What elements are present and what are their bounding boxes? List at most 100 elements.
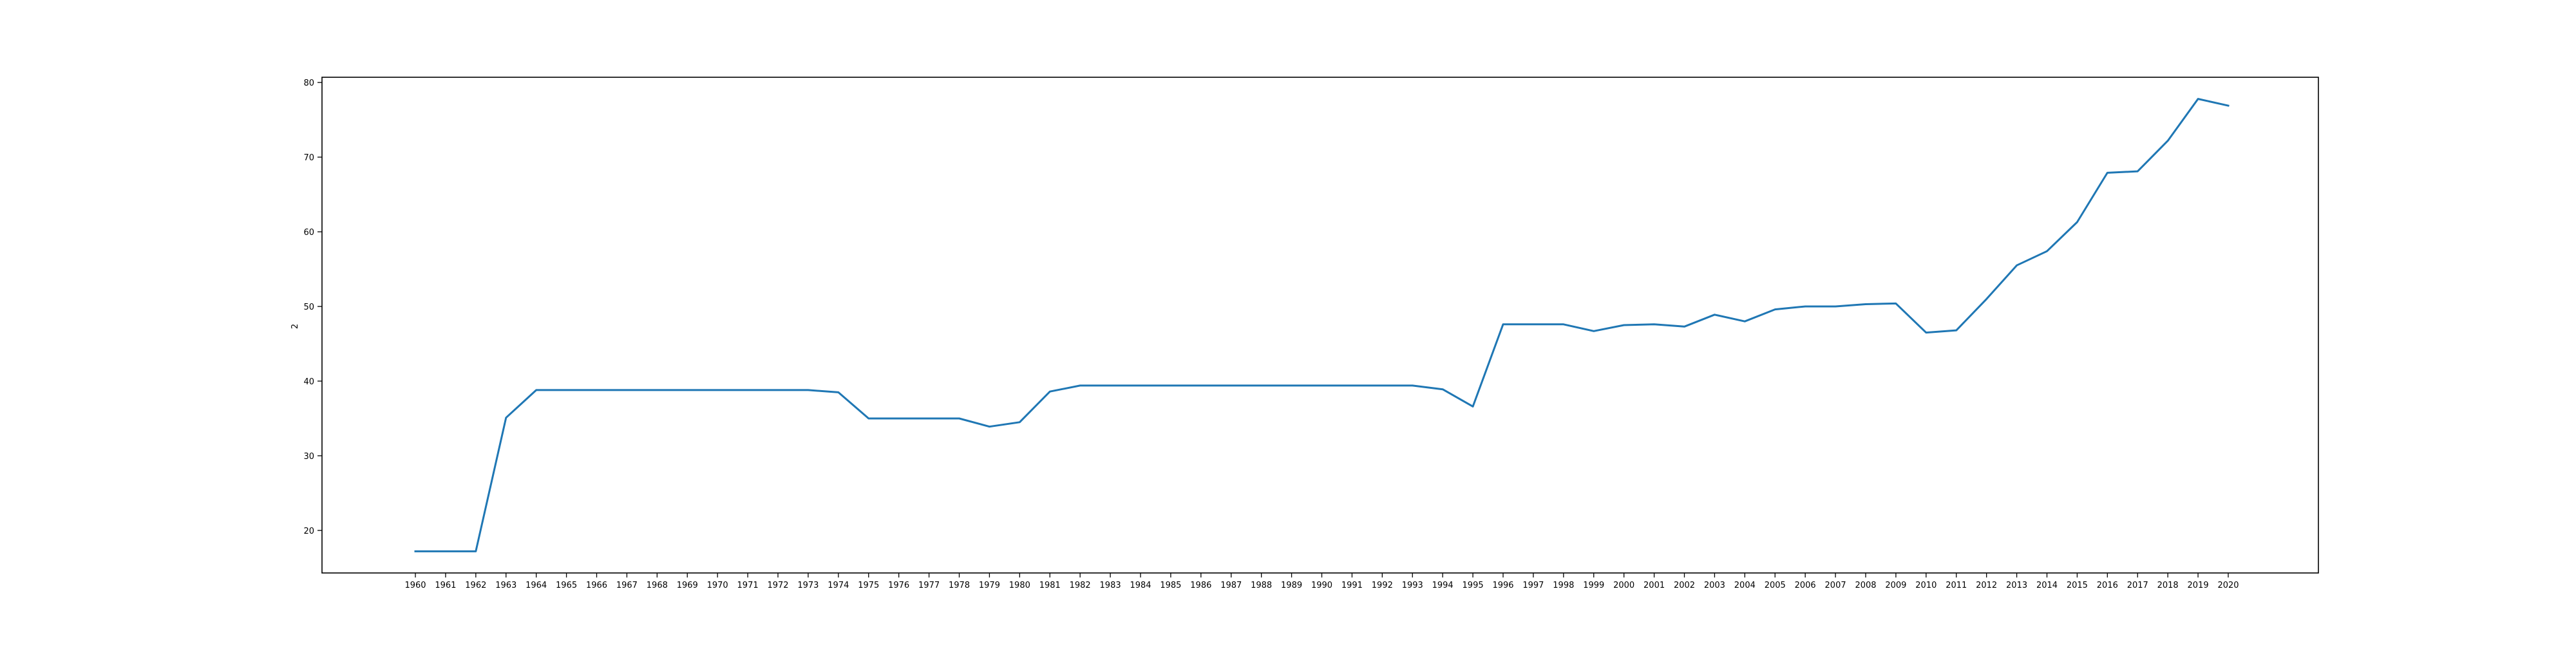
y-tick-label-30: 30 xyxy=(303,452,314,462)
x-tick-label-1965: 1965 xyxy=(556,581,577,590)
data-point-2014 xyxy=(2045,250,2049,253)
data-point-1985 xyxy=(1169,384,1172,387)
data-point-1995 xyxy=(1472,405,1475,408)
x-tick-label-2007: 2007 xyxy=(1825,581,1846,590)
data-point-2020 xyxy=(2227,104,2230,108)
x-tick-label-1995: 1995 xyxy=(1463,581,1484,590)
x-tick-label-1987: 1987 xyxy=(1220,581,1242,590)
data-point-1964 xyxy=(535,388,538,391)
x-tick-label-2015: 2015 xyxy=(2067,581,2088,590)
x-tick-label-1981: 1981 xyxy=(1039,581,1061,590)
data-point-2004 xyxy=(1743,320,1747,323)
x-tick-label-1982: 1982 xyxy=(1070,581,1091,590)
x-tick-label-2010: 2010 xyxy=(1915,581,1937,590)
x-tick-label-1988: 1988 xyxy=(1251,581,1272,590)
data-point-1966 xyxy=(595,388,598,391)
y-tick-label-60: 60 xyxy=(303,228,314,238)
data-point-1976 xyxy=(897,417,900,420)
y-tick-label-80: 80 xyxy=(303,79,314,88)
data-point-2006 xyxy=(1804,305,1807,308)
x-tick-label-1972: 1972 xyxy=(767,581,788,590)
x-tick-label-2008: 2008 xyxy=(1855,581,1876,590)
data-point-1991 xyxy=(1350,384,1354,387)
data-point-1970 xyxy=(716,388,719,391)
x-tick-label-1964: 1964 xyxy=(526,581,547,590)
data-point-1990 xyxy=(1320,384,1323,387)
y-tick-label-20: 20 xyxy=(303,527,314,536)
data-point-1971 xyxy=(746,388,750,391)
plot-area: 1960 1961 1962 1963 1964 1965 1966 1967 1968 1969… xyxy=(303,77,2319,590)
data-point-1978 xyxy=(958,417,961,420)
data-point-2001 xyxy=(1653,323,1656,326)
x-tick-label-2003: 2003 xyxy=(1704,581,1725,590)
data-point-2008 xyxy=(1864,303,1868,306)
data-point-1983 xyxy=(1109,384,1112,387)
data-point-1980 xyxy=(1018,420,1021,424)
x-tick-label-1979: 1979 xyxy=(979,581,1000,590)
data-point-1961 xyxy=(444,550,447,553)
data-point-1962 xyxy=(474,550,477,553)
y-axis-label: 2 xyxy=(290,324,300,329)
x-tick-label-1990: 1990 xyxy=(1311,581,1332,590)
data-point-2009 xyxy=(1894,302,1897,305)
x-tick-label-2014: 2014 xyxy=(2036,581,2058,590)
data-point-1994 xyxy=(1441,388,1444,391)
data-point-1977 xyxy=(927,417,931,420)
x-tick-label-1980: 1980 xyxy=(1009,581,1030,590)
data-point-1975 xyxy=(867,417,870,420)
data-point-1992 xyxy=(1381,384,1384,387)
data-point-2012 xyxy=(1985,297,1988,301)
data-point-2002 xyxy=(1683,325,1686,328)
data-point-2013 xyxy=(2015,264,2018,267)
data-point-2018 xyxy=(2166,139,2170,142)
x-tick-label-1976: 1976 xyxy=(888,581,909,590)
x-tick-label-1960: 1960 xyxy=(404,581,426,590)
data-point-1974 xyxy=(837,391,840,394)
data-point-1999 xyxy=(1592,330,1595,333)
data-point-1969 xyxy=(686,388,689,391)
data-point-1986 xyxy=(1199,384,1202,387)
data-point-2005 xyxy=(1774,308,1777,311)
data-point-1987 xyxy=(1229,384,1233,387)
x-tick-label-1967: 1967 xyxy=(616,581,638,590)
x-tick-label-1963: 1963 xyxy=(495,581,516,590)
x-tick-label-1997: 1997 xyxy=(1522,581,1544,590)
x-tick-label-2004: 2004 xyxy=(1734,581,1756,590)
x-tick-label-1970: 1970 xyxy=(707,581,728,590)
x-tick-label-2016: 2016 xyxy=(2097,581,2118,590)
data-point-1972 xyxy=(777,388,780,391)
data-point-2019 xyxy=(2197,97,2200,100)
data-point-2015 xyxy=(2076,220,2079,223)
x-tick-label-1989: 1989 xyxy=(1281,581,1302,590)
data-point-1998 xyxy=(1562,323,1565,326)
data-point-2016 xyxy=(2106,171,2109,174)
data-point-1963 xyxy=(504,416,507,419)
data-point-2003 xyxy=(1713,313,1716,316)
data-point-2011 xyxy=(1955,329,1958,332)
data-point-1988 xyxy=(1260,384,1263,387)
x-tick-label-2012: 2012 xyxy=(1976,581,1997,590)
x-tick-label-2006: 2006 xyxy=(1795,581,1816,590)
x-tick-label-1984: 1984 xyxy=(1130,581,1151,590)
x-tick-label-2013: 2013 xyxy=(2006,581,2027,590)
x-tick-label-1999: 1999 xyxy=(1583,581,1604,590)
x-tick-label-2011: 2011 xyxy=(1946,581,1967,590)
x-tick-label-1977: 1977 xyxy=(918,581,940,590)
data-point-1967 xyxy=(625,388,629,391)
data-point-2007 xyxy=(1834,305,1837,308)
x-tick-label-2019: 2019 xyxy=(2188,581,2209,590)
x-tick-label-2018: 2018 xyxy=(2157,581,2179,590)
data-point-1997 xyxy=(1531,323,1535,326)
data-point-1979 xyxy=(988,425,991,428)
x-tick-label-1973: 1973 xyxy=(797,581,819,590)
x-tick-label-2017: 2017 xyxy=(2127,581,2148,590)
x-tick-label-1998: 1998 xyxy=(1553,581,1574,590)
data-point-1968 xyxy=(656,388,659,391)
x-tick-label-1986: 1986 xyxy=(1190,581,1211,590)
data-point-1965 xyxy=(565,388,568,391)
data-point-1973 xyxy=(806,388,810,391)
x-tick-label-1974: 1974 xyxy=(828,581,849,590)
